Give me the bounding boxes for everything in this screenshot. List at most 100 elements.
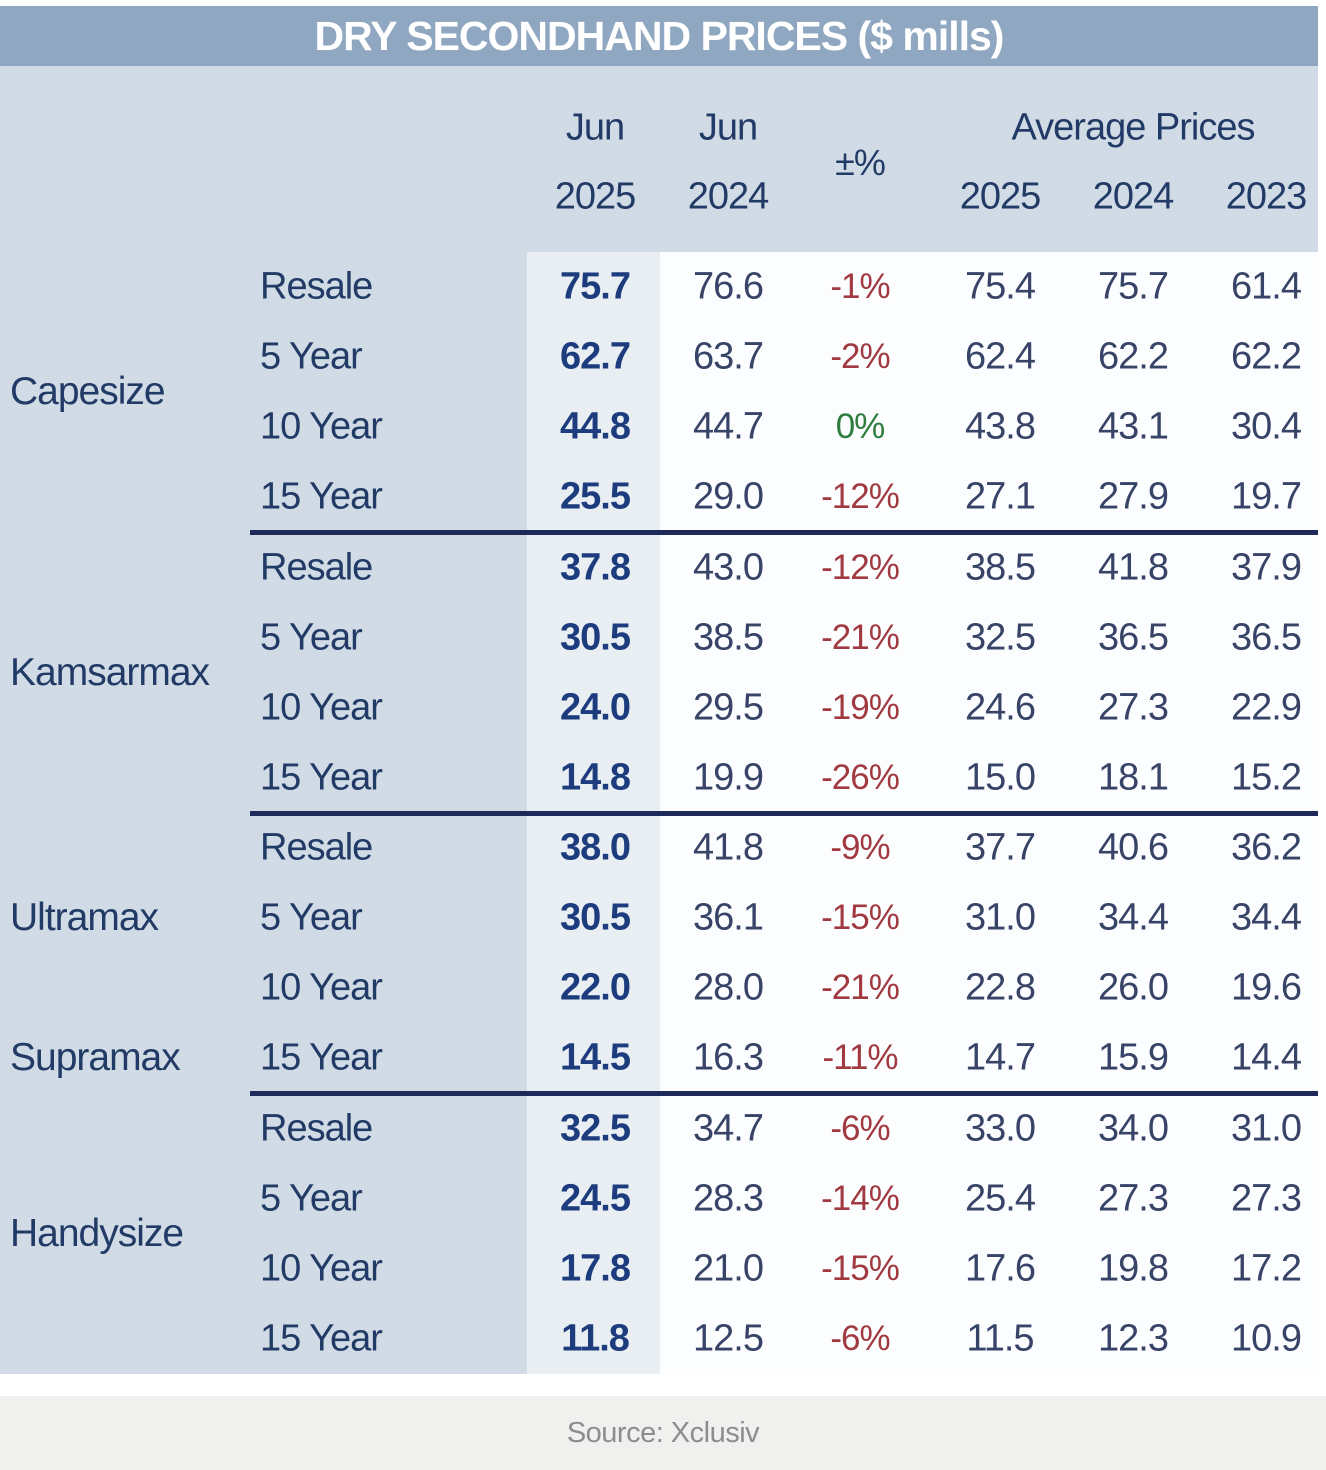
row-label: Resale (260, 546, 373, 589)
cell-jun2024: 76.6 (693, 265, 764, 308)
cell-pct: -15% (821, 1248, 900, 1288)
cell-avg2023: 17.2 (1231, 1247, 1302, 1290)
cell-jun2025: 17.8 (560, 1247, 631, 1290)
cell-avg2024: 36.5 (1098, 616, 1169, 659)
cell-avg2025: 43.8 (965, 405, 1036, 448)
group-separator-line (250, 810, 1318, 816)
group-label-handysize: Handysize (10, 1212, 184, 1255)
cell-avg2024: 27.3 (1098, 686, 1169, 729)
cell-pct: -19% (821, 687, 900, 727)
column-header-pct-change: ±% (835, 142, 886, 183)
cell-pct: -15% (821, 898, 900, 938)
cell-avg2025: 31.0 (965, 896, 1036, 939)
row-label: 10 Year (260, 686, 383, 729)
row-label: 10 Year (260, 966, 383, 1009)
cell-pct: -6% (830, 1108, 890, 1148)
cell-pct: -14% (821, 1178, 900, 1218)
cell-avg2024: 26.0 (1098, 966, 1169, 1009)
column-header-avg-2023: 2023 (1225, 175, 1308, 218)
cell-avg2024: 41.8 (1098, 546, 1169, 589)
row-label: 5 Year (260, 896, 363, 939)
row-label: Resale (260, 1107, 373, 1150)
cell-avg2025: 32.5 (965, 616, 1036, 659)
cell-avg2025: 33.0 (965, 1107, 1036, 1150)
cell-avg2024: 40.6 (1098, 826, 1169, 869)
table-body: Jun 2025 Jun 2024 ±% Average Prices 2025… (0, 66, 1318, 1374)
column-header-jun-2024: 2024 (687, 175, 770, 218)
cell-jun2024: 41.8 (693, 826, 764, 869)
cell-jun2024: 21.0 (693, 1247, 764, 1290)
column-header-avg-2024: 2024 (1092, 175, 1175, 218)
row-label: 10 Year (260, 1247, 383, 1290)
cell-pct: -6% (830, 1318, 890, 1358)
row-label: Resale (260, 265, 373, 308)
cell-avg2025: 17.6 (965, 1247, 1036, 1290)
cell-avg2024: 18.1 (1098, 756, 1169, 799)
column-header-avg-2025: 2025 (959, 175, 1042, 218)
row-label: Resale (260, 826, 373, 869)
cell-jun2024: 44.7 (693, 405, 764, 448)
cell-jun2024: 29.0 (693, 475, 764, 518)
cell-avg2023: 30.4 (1231, 405, 1302, 448)
column-header-jun2: Jun (698, 106, 758, 149)
cell-avg2024: 34.4 (1098, 896, 1169, 939)
column-header-jun: Jun (565, 106, 625, 149)
cell-avg2024: 43.1 (1098, 405, 1169, 448)
cell-jun2025: 44.8 (560, 405, 631, 448)
cell-avg2024: 75.7 (1098, 265, 1169, 308)
cell-avg2023: 10.9 (1231, 1317, 1302, 1360)
cell-pct: -26% (821, 757, 900, 797)
cell-pct: -2% (830, 337, 890, 377)
cell-pct: -21% (821, 617, 900, 657)
row-label: 10 Year (260, 405, 383, 448)
cell-jun2025: 37.8 (560, 546, 631, 589)
cell-pct: -21% (821, 968, 900, 1008)
cell-avg2024: 62.2 (1098, 335, 1169, 378)
cell-avg2024: 12.3 (1098, 1317, 1169, 1360)
group-label-kamsarmax: Kamsarmax (10, 651, 210, 694)
cell-jun2025: 75.7 (560, 265, 631, 308)
cell-avg2024: 15.9 (1098, 1036, 1169, 1079)
cell-avg2024: 27.9 (1098, 475, 1169, 518)
cell-avg2025: 14.7 (965, 1036, 1036, 1079)
group-label-supramax: Supramax (10, 1036, 181, 1079)
cell-jun2024: 38.5 (693, 616, 764, 659)
cell-avg2023: 27.3 (1231, 1177, 1302, 1220)
cell-jun2025: 14.5 (560, 1036, 631, 1079)
cell-avg2025: 25.4 (965, 1177, 1036, 1220)
cell-avg2023: 31.0 (1231, 1107, 1302, 1150)
cell-jun2025: 11.8 (561, 1317, 630, 1360)
cell-jun2025: 30.5 (560, 616, 631, 659)
table-title: DRY SECONDHAND PRICES ($ mills) (0, 6, 1318, 66)
cell-jun2024: 36.1 (693, 896, 764, 939)
cell-avg2025: 37.7 (965, 826, 1036, 869)
cell-jun2024: 19.9 (693, 756, 764, 799)
cell-jun2024: 29.5 (693, 686, 764, 729)
cell-avg2025: 22.8 (965, 966, 1036, 1009)
cell-avg2025: 62.4 (965, 335, 1036, 378)
cell-pct: 0% (835, 407, 886, 447)
cell-jun2025: 38.0 (560, 826, 631, 869)
cell-jun2025: 24.5 (560, 1177, 631, 1220)
row-label: 15 Year (260, 1317, 383, 1360)
group-separator-line (250, 1091, 1318, 1096)
cell-avg2025: 38.5 (965, 546, 1036, 589)
cell-jun2025: 14.8 (560, 756, 631, 799)
row-label: 15 Year (260, 1036, 383, 1079)
cell-jun2025: 24.0 (560, 686, 631, 729)
cell-jun2024: 63.7 (693, 335, 764, 378)
cell-jun2025: 25.5 (560, 475, 631, 518)
cell-avg2023: 19.7 (1231, 475, 1302, 518)
cell-pct: -12% (821, 547, 900, 587)
cell-pct: -1% (830, 267, 890, 307)
cell-avg2023: 37.9 (1231, 546, 1302, 589)
column-header-jun-2025: 2025 (554, 175, 637, 218)
cell-jun2024: 12.5 (693, 1317, 764, 1360)
cell-jun2025: 22.0 (560, 966, 631, 1009)
cell-jun2024: 28.0 (693, 966, 764, 1009)
cell-avg2023: 14.4 (1231, 1036, 1302, 1079)
cell-pct: -11% (822, 1038, 898, 1078)
cell-jun2024: 34.7 (693, 1107, 764, 1150)
cell-avg2023: 19.6 (1231, 966, 1302, 1009)
